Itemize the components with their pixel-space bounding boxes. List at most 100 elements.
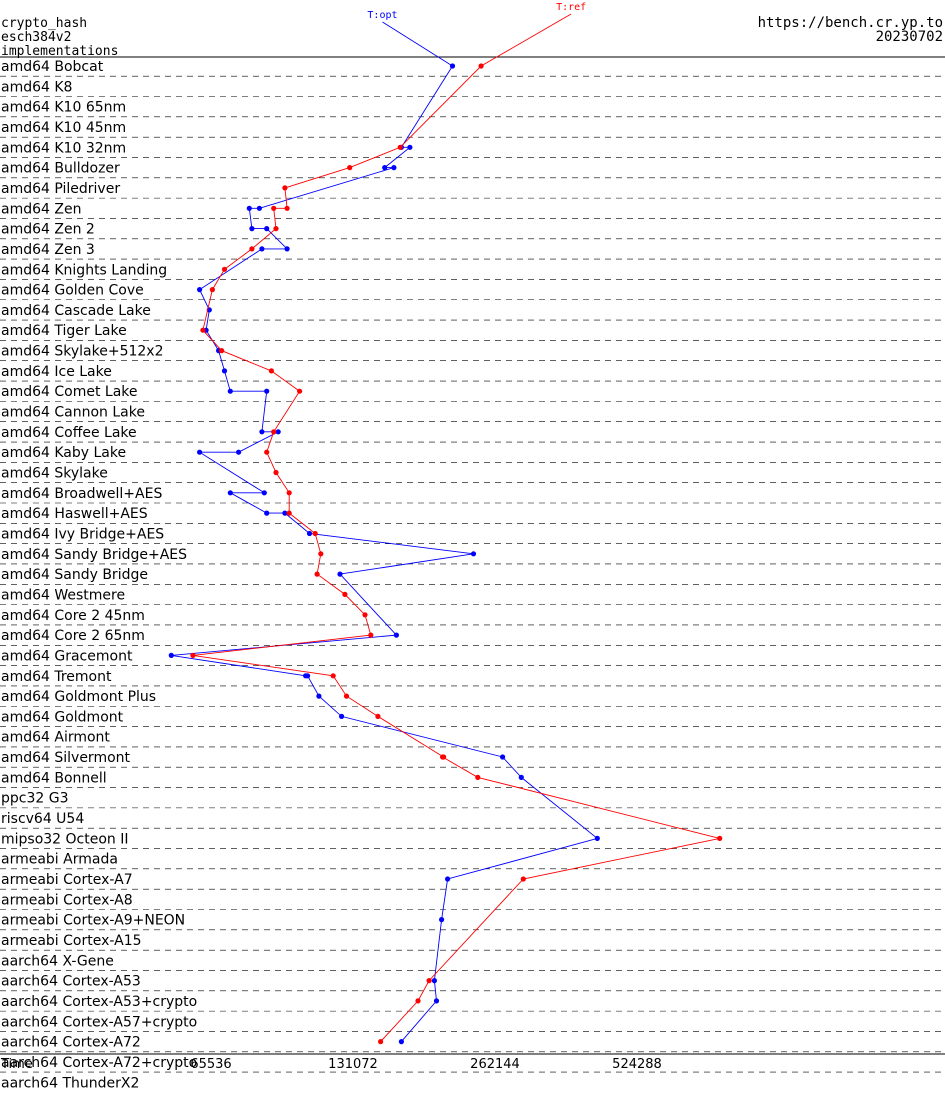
data-point	[190, 652, 196, 659]
x-tick-label: 262144	[470, 1057, 520, 1072]
category-label: amd64 Skylake	[1, 466, 108, 482]
data-point	[368, 632, 374, 638]
data-point	[478, 63, 484, 69]
header-url: https://bench.cr.yp.to	[758, 15, 943, 31]
series-layer: T:opt T:ref	[168, 2, 723, 1045]
category-label: amd64 Tiger Lake	[1, 323, 127, 339]
x-tick-label: 65536	[190, 1057, 231, 1072]
category-label: amd64 Kaby Lake	[1, 445, 126, 461]
data-point	[259, 429, 265, 435]
header-line1: crypto_hash	[1, 16, 87, 31]
category-label: mipso32 Octeon II	[1, 831, 129, 847]
category-label: aarch64 Cortex-A72+crypto	[1, 1055, 197, 1071]
data-point	[227, 388, 233, 394]
data-point	[259, 246, 265, 252]
data-point	[227, 490, 233, 496]
series-ref: T:ref	[190, 2, 723, 1045]
data-point	[312, 530, 318, 537]
data-point	[221, 266, 228, 272]
data-point	[500, 754, 506, 760]
data-point	[449, 63, 456, 69]
category-label: amd64 Sandy Bridge+AES	[1, 547, 187, 563]
data-point	[433, 998, 440, 1004]
data-point	[282, 510, 288, 516]
category-label: amd64 Piledriver	[1, 181, 120, 197]
data-point	[273, 226, 279, 232]
category-label: amd64 Airmont	[1, 730, 110, 746]
data-point	[271, 429, 277, 435]
series-line	[192, 13, 720, 1042]
x-tick-label: 131072	[328, 1057, 378, 1072]
data-point	[273, 469, 279, 476]
category-label: amd64 Cannon Lake	[1, 405, 145, 421]
series-opt: T:opt	[168, 10, 600, 1045]
category-label: armeabi Cortex-A8	[1, 892, 133, 908]
x-tick-label: 524288	[612, 1057, 662, 1072]
data-point	[264, 449, 270, 455]
category-label: aarch64 Cortex-A57+crypto	[1, 1014, 197, 1030]
category-label: amd64 Goldmont Plus	[1, 689, 156, 705]
category-label: amd64 Skylake+512x2	[1, 344, 163, 360]
data-point	[305, 673, 311, 679]
data-point	[378, 1039, 384, 1045]
data-point	[200, 327, 206, 333]
data-point	[261, 490, 267, 496]
category-label: amd64 K10 65nm	[1, 100, 126, 116]
category-label: armeabi Cortex-A9+NEON	[1, 913, 185, 929]
category-label: amd64 Broadwell+AES	[1, 486, 162, 502]
data-point	[284, 246, 290, 252]
category-label: armeabi Cortex-A15	[1, 933, 142, 949]
data-point	[342, 591, 348, 598]
data-point	[475, 774, 481, 781]
category-label: aarch64 Cortex-A72	[1, 1035, 141, 1051]
data-point	[286, 490, 292, 496]
category-label: amd64 Sandy Bridge	[1, 567, 148, 583]
category-label: amd64 Westmere	[1, 587, 125, 603]
category-label: aarch64 ThunderX2	[1, 1075, 139, 1091]
chart-header: crypto_hash esch384v2 implementations ht…	[1, 15, 943, 59]
row-grid	[0, 75, 945, 1073]
category-label: amd64 Bonnell	[1, 770, 107, 786]
data-point	[314, 571, 320, 577]
data-point	[407, 144, 413, 150]
data-point	[209, 287, 215, 293]
data-point	[391, 165, 397, 171]
category-label: amd64 Cascade Lake	[1, 303, 151, 319]
data-point	[398, 1039, 404, 1045]
data-point	[297, 388, 303, 394]
category-label: armeabi Armada	[1, 852, 118, 868]
data-point	[168, 652, 174, 659]
category-label: amd64 Core 2 45nm	[1, 608, 145, 624]
data-point	[440, 754, 446, 760]
data-point	[268, 368, 274, 374]
series-name-label: T:ref	[556, 2, 586, 13]
category-label: amd64 Bulldozer	[1, 161, 120, 177]
data-point	[362, 612, 368, 618]
category-label: amd64 K10 32nm	[1, 140, 126, 156]
x-axis-label: Time	[0, 1057, 33, 1072]
category-label: amd64 Zen 2	[1, 222, 95, 238]
category-label: amd64 Ivy Bridge+AES	[1, 526, 164, 542]
header-line3: implementations	[1, 44, 118, 59]
series-line	[171, 21, 599, 1042]
category-label: amd64 Silvermont	[1, 750, 131, 766]
category-label: amd64 K8	[1, 79, 72, 95]
category-label: amd64 Gracemont	[1, 648, 133, 664]
data-point	[337, 571, 343, 577]
data-point	[306, 530, 313, 537]
header-line2: esch384v2	[1, 30, 71, 45]
category-label: amd64 Comet Lake	[1, 384, 138, 400]
data-point	[197, 287, 203, 293]
data-point	[318, 551, 324, 557]
category-label: amd64 Ice Lake	[1, 364, 112, 380]
data-point	[197, 449, 203, 455]
x-axis: Time 65536 131072 262144 524288	[0, 1057, 662, 1072]
category-labels: amd64 Bobcat amd64 K8 amd64 K10 65nm amd64 …	[1, 59, 197, 1091]
data-point	[520, 876, 526, 882]
series-name-label: T:opt	[367, 10, 397, 21]
data-point	[518, 774, 524, 781]
data-point	[375, 713, 381, 720]
category-label: amd64 Coffee Lake	[1, 425, 137, 441]
data-point	[431, 978, 437, 984]
data-point	[439, 917, 445, 923]
